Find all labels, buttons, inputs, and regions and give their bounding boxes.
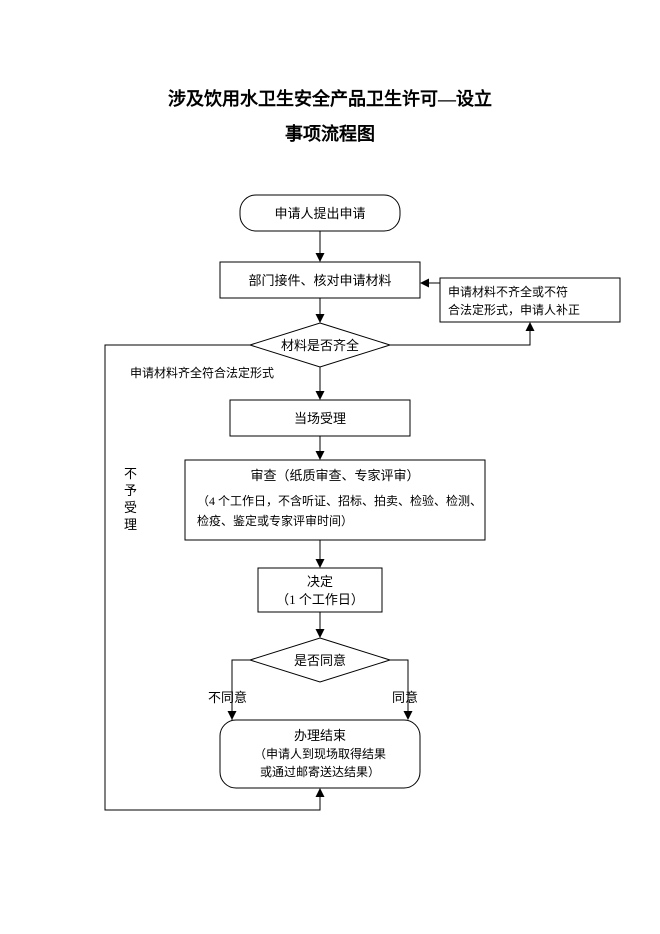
node-decide-line2: （1 个工作日） bbox=[276, 592, 364, 607]
label-reject: 不予受理 bbox=[124, 466, 138, 534]
flowchart-canvas: 申请人提出申请 部门接件、核对申请材料 申请材料不齐全或不符 合法定形式，申请人… bbox=[0, 0, 660, 934]
node-result-line3: 或通过邮寄送达结果） bbox=[260, 764, 380, 779]
label-agree: 同意 bbox=[392, 688, 418, 708]
node-review-line1: 审查（纸质审查、专家评审） bbox=[250, 468, 419, 483]
node-review-line2: （4 个工作日，不含听证、招标、拍卖、检验、检测、 bbox=[197, 493, 482, 508]
node-accept-label: 当场受理 bbox=[294, 411, 346, 426]
node-receive-label: 部门接件、核对申请材料 bbox=[248, 273, 391, 288]
node-review-line3: 检疫、鉴定或专家评审时间） bbox=[197, 513, 353, 528]
node-sidebox-line1: 申请材料不齐全或不符 bbox=[448, 284, 568, 299]
node-result-line1: 办理结束 bbox=[294, 728, 346, 743]
node-check2-label: 是否同意 bbox=[294, 653, 346, 668]
edge-check1-sidebox bbox=[390, 324, 530, 345]
node-result-line2: （申请人到现场取得结果 bbox=[254, 746, 386, 761]
node-start-label: 申请人提出申请 bbox=[274, 206, 365, 221]
node-sidebox-line2: 合法定形式，申请人补正 bbox=[448, 302, 580, 317]
node-decide-line1: 决定 bbox=[307, 574, 333, 589]
node-check1-label: 材料是否齐全 bbox=[281, 338, 359, 353]
label-disagree: 不同意 bbox=[208, 688, 247, 708]
label-complete: 申请材料齐全符合法定形式 bbox=[130, 364, 274, 382]
